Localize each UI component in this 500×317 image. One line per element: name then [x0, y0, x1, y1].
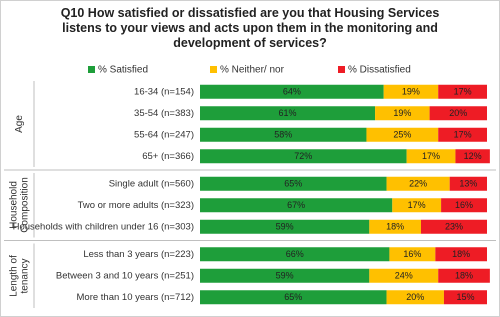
bar-segment: [200, 219, 370, 234]
bar-segment: [386, 176, 450, 191]
value-label: 65%: [284, 292, 302, 302]
value-label: 16%: [403, 249, 421, 259]
chart-title: Q10 How satisfied or dissatisfied are yo…: [60, 6, 440, 50]
value-label: 17%: [408, 200, 426, 210]
value-label: 65%: [284, 179, 302, 189]
value-label: 18%: [455, 271, 473, 281]
category-label: Two or more adults (n=323): [78, 200, 194, 211]
bar-segment: [438, 127, 487, 142]
category-label: 65+ (n=366): [142, 151, 194, 162]
value-label: 18%: [386, 222, 404, 232]
legend-label: % Neither/ nor: [220, 65, 285, 76]
value-label: 12%: [464, 151, 482, 161]
value-label: 22%: [409, 179, 427, 189]
category-label: Households with children under 16 (n=303…: [13, 221, 194, 232]
value-label: 13%: [459, 179, 477, 189]
bar-segment: [438, 84, 487, 99]
value-label: 72%: [294, 151, 312, 161]
bar-segment: [392, 198, 442, 213]
category-label: Between 3 and 10 years (n=251): [56, 270, 194, 281]
bar-segment: [200, 268, 370, 283]
bar-segment: [441, 198, 487, 213]
value-label: 20%: [406, 292, 424, 302]
category-label: Less than 3 years (n=223): [83, 249, 194, 260]
category-label: More than 10 years (n=712): [77, 292, 195, 303]
value-label: 20%: [449, 108, 467, 118]
value-label: 25%: [393, 130, 411, 140]
legend-label: % Dissatisfied: [348, 65, 411, 76]
value-label: 24%: [395, 271, 413, 281]
bar-segment: [435, 247, 487, 262]
value-label: 16%: [455, 200, 473, 210]
bar-segment: [200, 290, 387, 305]
value-label: 66%: [286, 249, 304, 259]
value-label: 23%: [445, 222, 463, 232]
bar-segment: [200, 84, 384, 99]
value-label: 19%: [402, 87, 420, 97]
value-label: 67%: [287, 200, 305, 210]
value-label: 18%: [452, 249, 470, 259]
bar-segment: [366, 127, 439, 142]
group-label: Length of tenancy: [8, 254, 30, 297]
bar-segment: [200, 247, 390, 262]
category-label: Single adult (n=560): [109, 178, 194, 189]
bar-segment: [455, 149, 490, 164]
legend-label: % Satisfied: [98, 65, 148, 76]
bar-segment: [200, 149, 407, 164]
value-label: 59%: [276, 271, 294, 281]
value-label: 59%: [276, 222, 294, 232]
value-label: 61%: [279, 108, 297, 118]
bar-segment: [200, 127, 367, 142]
bar-segment: [369, 219, 421, 234]
bar-segment: [200, 198, 393, 213]
bar-segment: [389, 247, 436, 262]
category-label: 35-54 (n=383): [134, 108, 194, 119]
bar-segment: [200, 106, 376, 121]
bar-segment: [200, 176, 387, 191]
bar-segment: [438, 268, 490, 283]
bar-segment: [420, 219, 487, 234]
bar-segment: [429, 106, 487, 121]
group-label: Age: [13, 115, 25, 133]
value-label: 17%: [454, 87, 472, 97]
value-label: 17%: [454, 130, 472, 140]
category-label: 16-34 (n=154): [134, 86, 194, 97]
category-label: 55-64 (n=247): [134, 129, 194, 140]
bar-segment: [406, 149, 456, 164]
bar-segment: [369, 268, 439, 283]
group-label: Household Composition: [8, 177, 30, 234]
bar-segment: [449, 176, 487, 191]
value-label: 15%: [456, 292, 474, 302]
value-label: 17%: [422, 151, 440, 161]
bar-segment: [375, 106, 430, 121]
legend-swatch: [88, 66, 95, 73]
bar-segment: [386, 290, 444, 305]
value-label: 58%: [274, 130, 292, 140]
legend-swatch: [338, 66, 345, 73]
value-label: 19%: [393, 108, 411, 118]
legend-swatch: [210, 66, 217, 73]
bar-segment: [443, 290, 487, 305]
bar-segment: [383, 84, 439, 99]
value-label: 64%: [283, 87, 301, 97]
